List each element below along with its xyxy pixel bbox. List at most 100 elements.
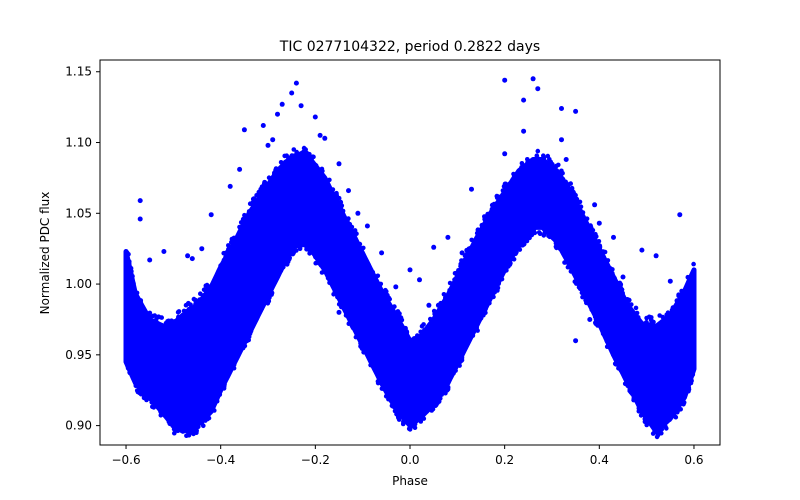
y-tick-label: 0.90 [65, 419, 92, 433]
data-point [278, 268, 284, 274]
outlier-point [279, 101, 285, 107]
data-point [377, 284, 382, 289]
data-point [353, 334, 359, 340]
data-point [688, 378, 694, 383]
data-point [421, 416, 427, 421]
outlier-point [596, 220, 602, 226]
data-point [346, 321, 352, 327]
data-point [246, 209, 252, 214]
data-point [125, 365, 131, 371]
data-point [506, 264, 511, 269]
data-point [156, 314, 162, 320]
data-point [384, 289, 389, 294]
data-point [491, 289, 497, 295]
data-point [134, 290, 140, 296]
data-point [535, 148, 541, 154]
data-point [479, 222, 485, 228]
data-point [585, 299, 590, 305]
data-point [173, 318, 178, 324]
data-point [375, 273, 381, 279]
data-point [418, 329, 424, 335]
data-point [316, 261, 322, 266]
data-point [229, 239, 234, 245]
data-point [242, 343, 248, 349]
outlier-point [189, 256, 195, 262]
data-point [369, 268, 374, 273]
data-point [217, 392, 223, 397]
outlier-point [502, 151, 508, 157]
data-point [285, 259, 291, 264]
data-point [572, 279, 578, 284]
data-point [338, 199, 344, 205]
data-point [546, 160, 551, 166]
x-axis-ticks: −0.6 −0.4 −0.2 0.0 0.2 0.4 0.6 [111, 445, 704, 467]
data-point [320, 168, 325, 174]
data-point [358, 341, 363, 346]
data-point [674, 298, 680, 303]
data-point [295, 243, 300, 249]
data-point [344, 311, 350, 317]
data-point [335, 294, 340, 300]
data-point [289, 153, 295, 158]
outlier-point [587, 295, 593, 301]
outlier-point [592, 202, 598, 208]
data-point [347, 224, 353, 230]
data-point [642, 321, 648, 326]
plot-area [99, 59, 721, 446]
y-tick-label: 0.95 [65, 348, 92, 362]
data-point [357, 241, 363, 247]
outlier-point [535, 86, 541, 92]
data-point [307, 156, 313, 162]
outlier-point [559, 106, 564, 111]
data-point [510, 177, 515, 182]
outlier-point [265, 142, 271, 148]
data-point [499, 276, 505, 282]
data-point [469, 237, 475, 243]
data-point [170, 423, 175, 429]
data-point [204, 282, 210, 288]
data-point [565, 264, 571, 270]
outlier-point [293, 80, 299, 86]
data-point [393, 311, 399, 316]
data-point [618, 367, 623, 372]
data-point [397, 311, 402, 316]
chart-title: TIC 0277104322, period 0.2822 days [279, 39, 540, 55]
outlier-point [521, 128, 527, 134]
data-point [571, 189, 576, 195]
data-point [193, 297, 198, 303]
data-point [592, 314, 598, 320]
data-point [338, 205, 344, 211]
data-point [383, 394, 389, 399]
data-points [123, 76, 697, 440]
outlier-point [364, 223, 370, 229]
data-point [690, 370, 695, 376]
data-point [421, 322, 426, 327]
data-point [491, 294, 496, 300]
data-point [553, 163, 559, 169]
data-point [352, 235, 358, 241]
data-point [628, 390, 634, 395]
data-point [138, 391, 144, 397]
data-point [652, 323, 658, 329]
data-point [629, 302, 634, 307]
data-point [147, 316, 153, 322]
data-point [546, 233, 551, 239]
data-point [474, 325, 480, 331]
outlier-point [445, 234, 451, 240]
outlier-point [611, 234, 616, 240]
data-point [456, 268, 461, 273]
data-point [540, 156, 546, 162]
outlier-point [317, 132, 323, 138]
data-point [311, 154, 316, 160]
data-point [330, 187, 336, 192]
data-point [347, 317, 353, 323]
data-point [496, 281, 502, 286]
data-point [569, 185, 575, 191]
data-point [361, 245, 366, 251]
data-point [349, 323, 355, 329]
data-point [184, 433, 189, 439]
outlier-point [620, 274, 626, 280]
data-point [553, 244, 559, 249]
outlier-point [417, 277, 422, 283]
data-point [432, 310, 438, 315]
